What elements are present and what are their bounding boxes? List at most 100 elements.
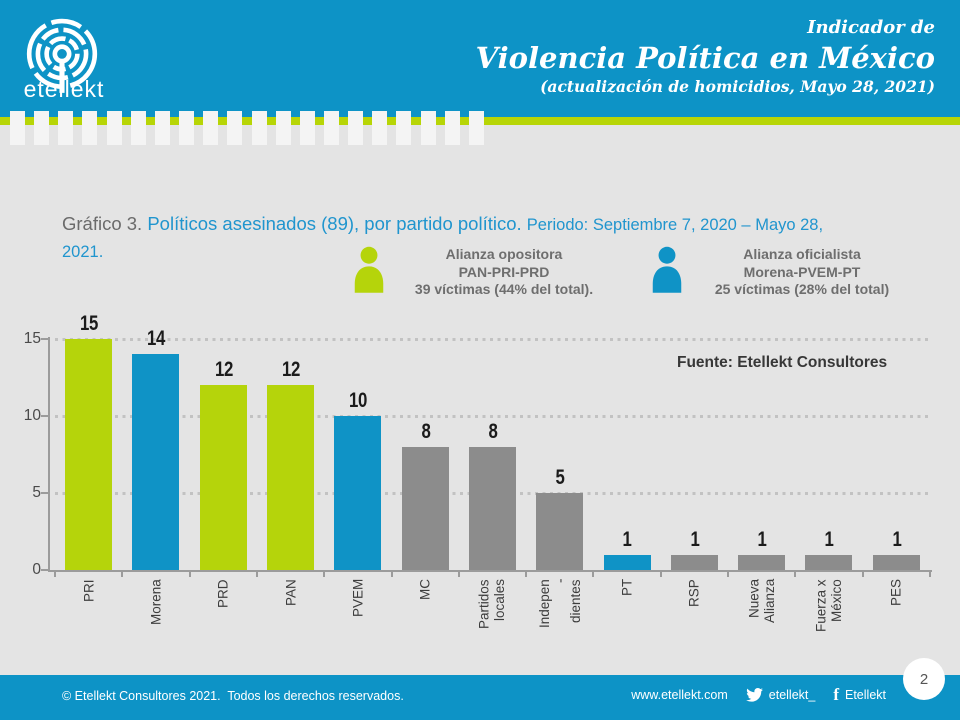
- bar-value-label: 1: [622, 527, 632, 551]
- bar-value-label: 12: [281, 358, 300, 382]
- x-tick: [794, 572, 797, 577]
- pattern-stripe: [34, 111, 50, 145]
- legend-line: 25 víctimas (28% del total): [714, 281, 890, 297]
- gridline: [55, 337, 932, 341]
- bar: [65, 339, 113, 570]
- pattern-stripe: [444, 111, 460, 145]
- x-axis-label: PT: [619, 579, 635, 597]
- x-axis-label: PAN: [282, 579, 298, 606]
- legend-line: 39 víctimas (44% del total).: [414, 281, 594, 297]
- y-axis-label: 10: [23, 407, 41, 424]
- legend-line: Alianza oficialista: [743, 246, 861, 262]
- x-axis-label: PES: [888, 579, 904, 607]
- facebook-link[interactable]: f Etellekt: [833, 686, 886, 703]
- legend-item-alianza-oficialista: Alianza oficialista Morena-PVEM-PT 25 víct…: [648, 246, 908, 299]
- bar-value-label: 12: [214, 358, 233, 382]
- bar: [872, 554, 920, 570]
- x-axis-label: MC: [417, 579, 433, 600]
- bar-value-label: 5: [555, 466, 565, 489]
- pattern-stripe: [348, 111, 364, 145]
- legend-line: Morena-PVEM-PT: [743, 263, 861, 280]
- graph-heading: Gráfico 3. Políticos asesinados (89), po…: [62, 211, 862, 265]
- logo-wordmark: etellekt: [23, 76, 105, 102]
- bar-value-label: 15: [80, 312, 98, 335]
- x-axis-label: Indepen - dientes: [536, 579, 583, 628]
- x-axis-label: RSP: [686, 579, 702, 607]
- bar: [738, 554, 786, 570]
- bar-value-label: 1: [757, 527, 767, 551]
- x-axis-label: Fuerza x México: [813, 579, 844, 632]
- legend-item-alianza-opositora: Alianza opositora PAN-PRI-PRD 39 víctimas …: [350, 246, 610, 299]
- pattern-stripe: [58, 111, 74, 145]
- bar: [603, 554, 651, 570]
- bar-value-label: 1: [892, 527, 902, 551]
- twitter-link[interactable]: etellekt_: [745, 687, 815, 702]
- pattern-stripe: [396, 111, 412, 145]
- graph-title: Políticos asesinados (89), por partido p…: [147, 212, 522, 234]
- person-icon: [652, 246, 682, 293]
- pattern-stripe: [203, 111, 219, 145]
- pattern-stripe: [130, 111, 146, 145]
- x-tick: [457, 572, 460, 577]
- bar-value-label: 1: [824, 527, 834, 551]
- x-tick: [323, 572, 326, 577]
- bar: [468, 446, 516, 570]
- x-tick: [121, 572, 124, 577]
- facebook-icon: f: [833, 685, 839, 704]
- header-titles: Indicador de Violencia Política en Méxic…: [315, 16, 935, 98]
- bar-chart: 0 5 10 15 15 PRI 14 Morena 12 PRD 12 PAN 10 PVEM 8 MC 8 P…: [15, 312, 945, 665]
- bar: [670, 554, 718, 570]
- bar: [334, 416, 382, 570]
- source-note: Fuente: Etellekt Consultores: [677, 354, 888, 371]
- person-icon: [354, 246, 384, 293]
- page-number-badge: 2: [903, 658, 945, 700]
- bar: [199, 385, 247, 570]
- x-tick: [390, 572, 393, 577]
- footer-links: www.etellekt.com etellekt_ f Etellekt: [631, 686, 886, 703]
- pattern-stripe: [420, 111, 436, 145]
- stripe-pattern: [0, 111, 500, 145]
- footer-band: © Etellekt Consultores 2021. Todos los d…: [0, 675, 960, 720]
- pattern-stripe: [468, 111, 484, 145]
- y-axis-label: 5: [32, 484, 41, 501]
- report-title: Violencia Política en México: [475, 41, 935, 75]
- legend-text: Alianza opositora PAN-PRI-PRD 39 víctimas …: [398, 246, 610, 299]
- legend-line: PAN-PRI-PRD: [458, 263, 550, 280]
- x-axis-label: PRD: [215, 579, 231, 608]
- x-tick: [255, 572, 258, 577]
- bar-value-label: 10: [349, 389, 368, 412]
- y-tick: [41, 338, 49, 340]
- website-link[interactable]: www.etellekt.com: [631, 687, 728, 702]
- pattern-stripe: [323, 111, 339, 145]
- legend-line: Alianza opositora: [445, 246, 563, 262]
- pattern-stripe: [10, 111, 25, 145]
- bar-value-label: 8: [421, 419, 430, 443]
- x-tick: [592, 572, 595, 577]
- y-axis-label: 0: [32, 561, 41, 578]
- y-tick: [41, 492, 49, 494]
- x-tick: [525, 572, 528, 577]
- pattern-stripe: [372, 111, 388, 145]
- header-band: [0, 0, 960, 118]
- x-tick: [659, 572, 662, 577]
- pattern-stripe: [251, 111, 267, 145]
- x-axis-label: Nueva Alianza: [746, 579, 777, 624]
- gridline: [55, 414, 932, 418]
- facebook-name: Etellekt: [845, 687, 886, 702]
- y-axis-label: 15: [23, 330, 41, 347]
- bar-value-label: 14: [147, 327, 166, 351]
- report-subtitle: (actualización de homicidios, Mayo 28, 2…: [540, 77, 935, 96]
- y-tick: [41, 415, 49, 417]
- y-axis-line: [48, 337, 50, 572]
- etellekt-labyrinth-logo-icon: [26, 18, 98, 93]
- bar: [401, 446, 449, 570]
- pattern-stripe: [82, 111, 98, 145]
- x-axis-label: Morena: [148, 579, 164, 625]
- pattern-stripe: [106, 111, 122, 145]
- y-tick: [41, 569, 49, 571]
- x-tick: [928, 572, 931, 577]
- bar: [267, 385, 315, 570]
- x-tick: [861, 572, 864, 577]
- x-tick: [54, 572, 56, 577]
